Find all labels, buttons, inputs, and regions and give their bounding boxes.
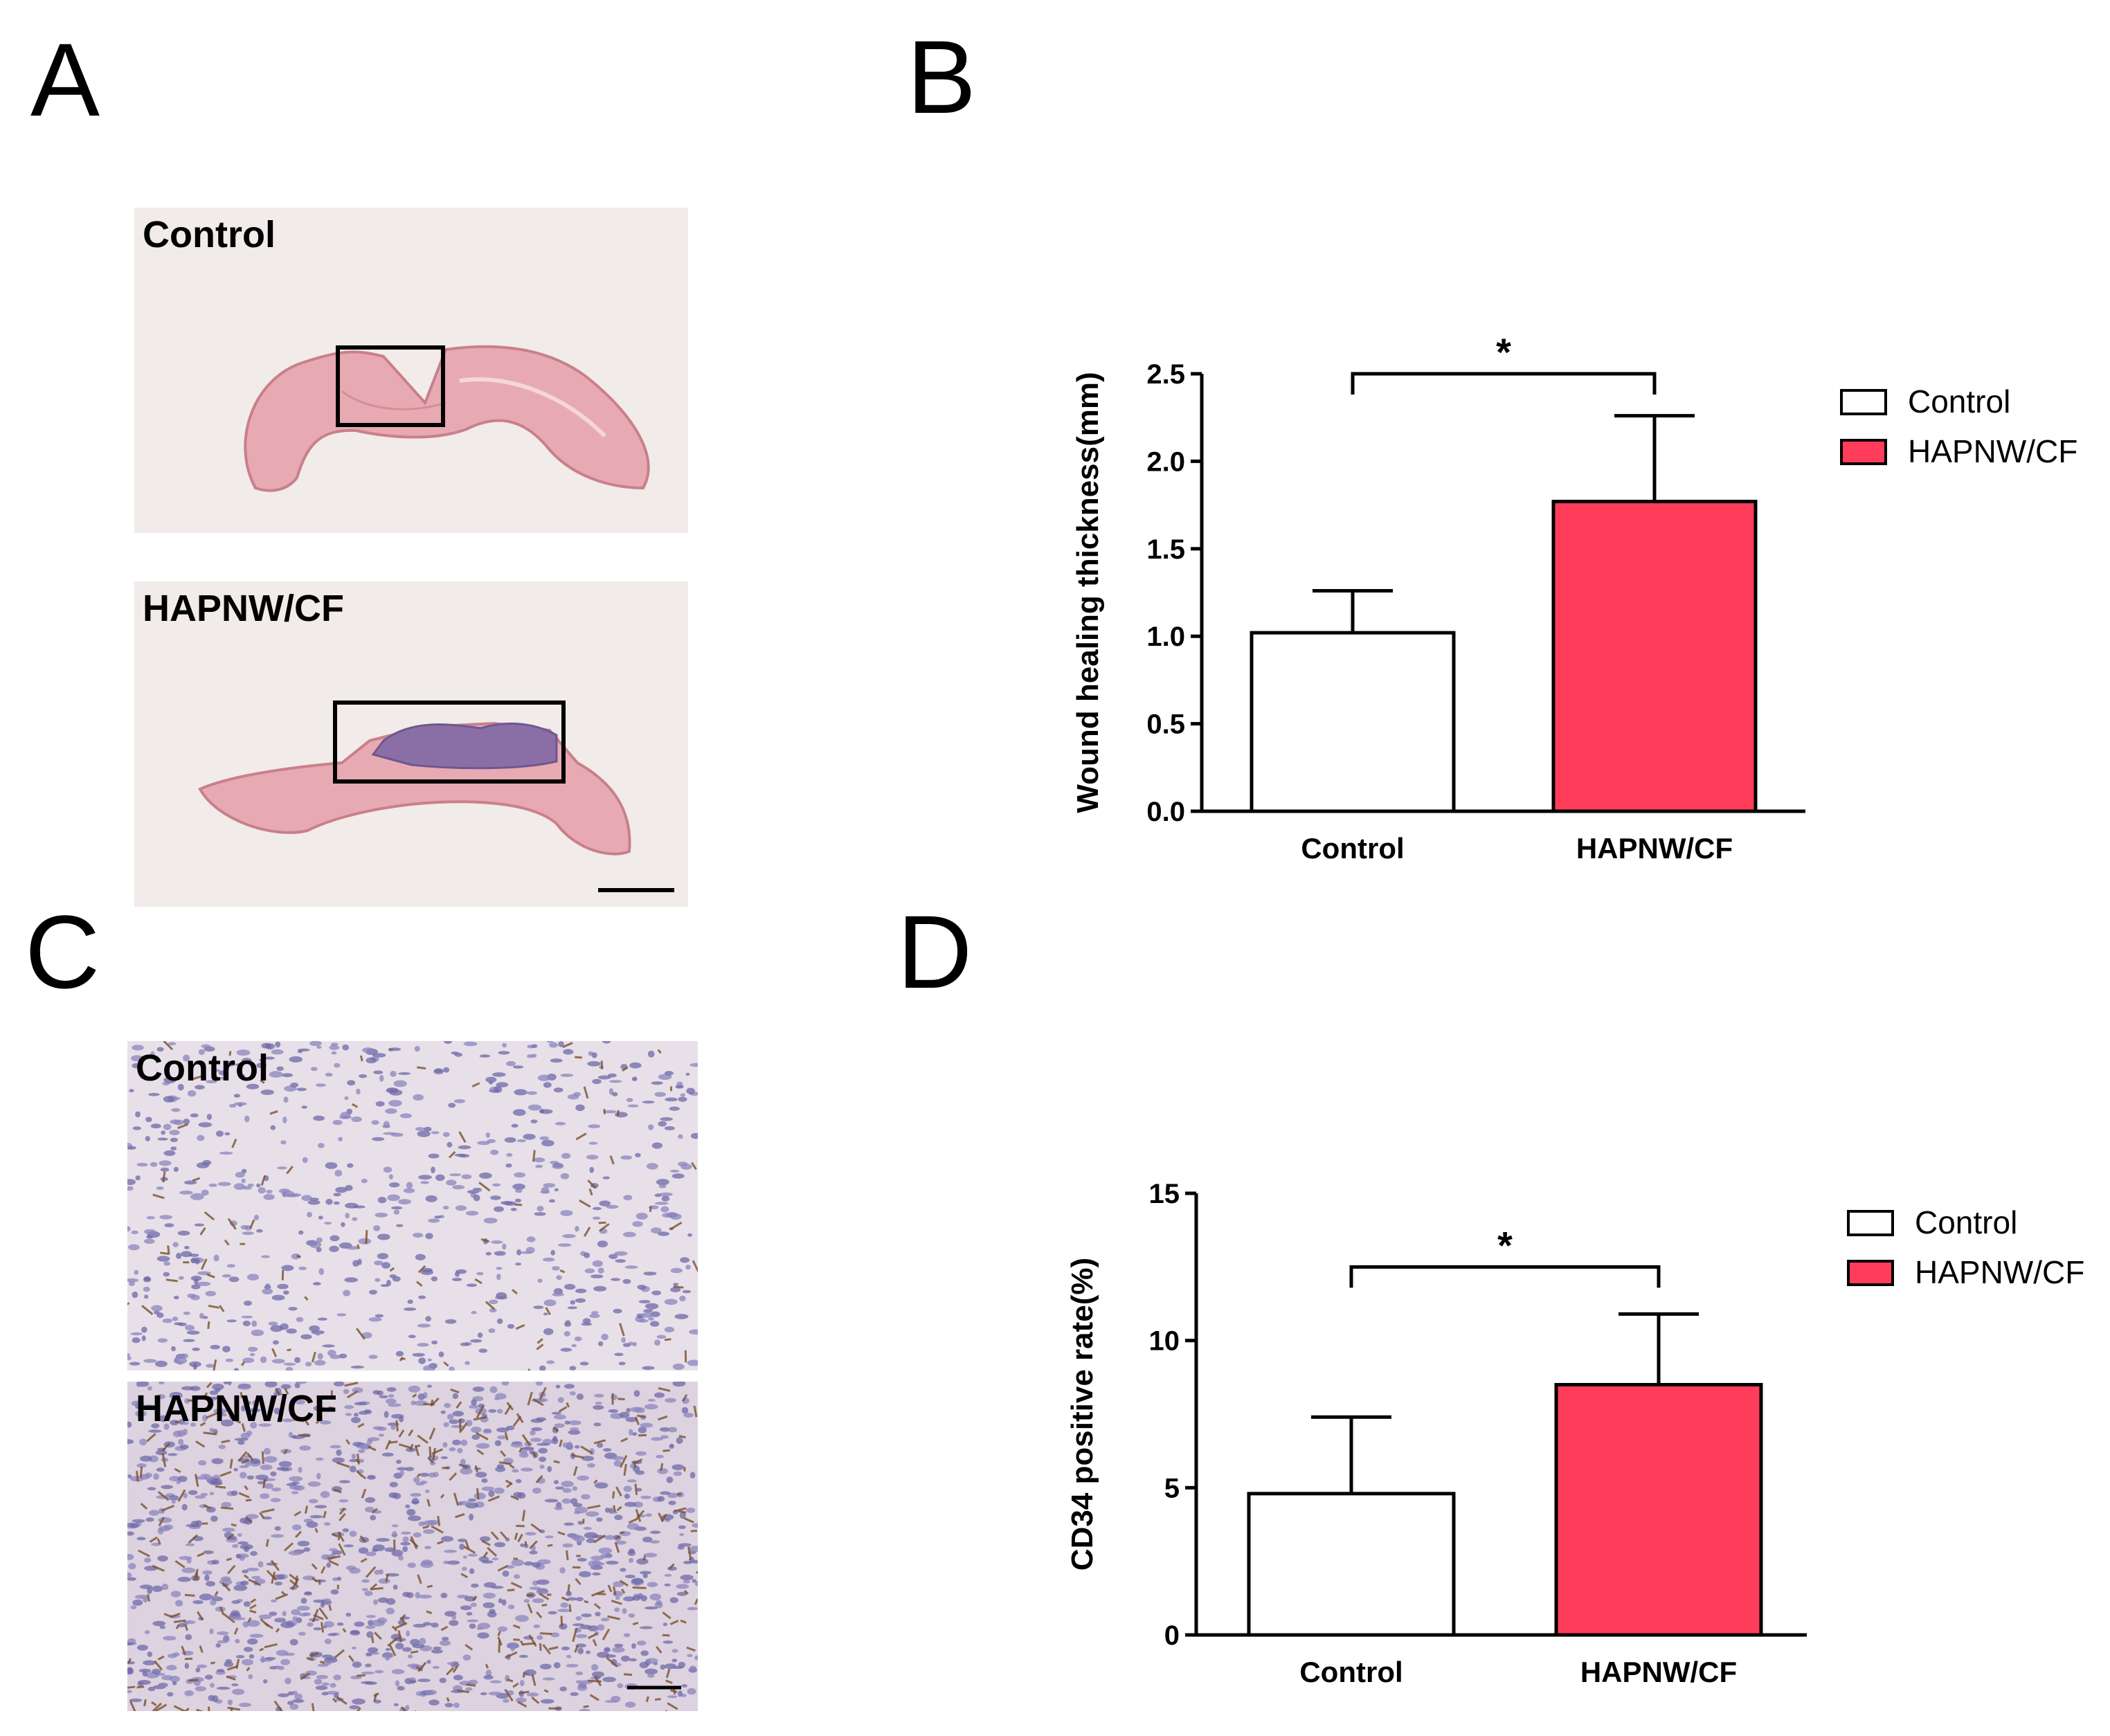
ihc-treated-micrograph: HAPNW/CF (127, 1382, 698, 1711)
y-tick-label: 0.0 (1146, 797, 1185, 827)
chart-cd34-positive-rate: 0 5 10 15 CD34 positive rate(%) Control HAPNW/… (1065, 1179, 2084, 1688)
y-tick-label: 0 (1164, 1620, 1180, 1651)
bar-hapnw-cf (1551, 500, 1758, 813)
bar-control (1250, 631, 1456, 813)
legend-label: Control (1908, 383, 2010, 419)
legend-swatch (1847, 1210, 1894, 1236)
legend-label: Control (1915, 1204, 2017, 1240)
panel-letter-a: A (30, 21, 100, 138)
tissue-section-control (244, 345, 650, 492)
legend-label: HAPNW/CF (1908, 433, 2077, 469)
legend-swatch (1840, 389, 1887, 415)
significance-bracket (1349, 1265, 1661, 1288)
roi-box-treated (333, 700, 566, 784)
ihc-control-micrograph: Control (127, 1041, 698, 1371)
roi-box-control (336, 345, 445, 427)
ihc-texture-treated (127, 1382, 698, 1711)
x-tick-label: HAPNW/CF (1580, 1656, 1737, 1688)
cell-texture (127, 1382, 698, 1711)
ihc-treated-label: HAPNW/CF (136, 1388, 337, 1429)
y-tick-label: 0.5 (1146, 709, 1185, 740)
y-tick-label: 1.0 (1146, 622, 1185, 652)
he-treated-label: HAPNW/CF (143, 588, 344, 629)
he-treated-micrograph: HAPNW/CF (134, 581, 688, 907)
panel-letter-b: B (907, 19, 977, 135)
y-tick-label: 2.0 (1146, 446, 1185, 477)
cell-texture (127, 1041, 698, 1371)
bar-hapnw-cf (1554, 1382, 1763, 1637)
x-tick-label: Control (1299, 1656, 1403, 1688)
ihc-control-label: Control (136, 1047, 269, 1089)
x-tick-label: HAPNW/CF (1576, 832, 1733, 865)
panel-letter-d: D (897, 894, 973, 1010)
tissue-section-treated (198, 700, 674, 892)
y-axis-label: Wound healing thickness(mm) (1071, 372, 1105, 813)
y-tick-label: 10 (1149, 1326, 1180, 1357)
legend-swatch (1847, 1260, 1894, 1286)
x-tick-label: Control (1301, 832, 1404, 865)
legend-swatch (1840, 439, 1887, 465)
significance-star: * (1497, 1223, 1513, 1267)
y-axis-label: CD34 positive rate(%) (1065, 1258, 1099, 1571)
bar-control (1247, 1492, 1456, 1637)
y-tick-label: 15 (1149, 1179, 1180, 1209)
significance-star: * (1496, 330, 1511, 374)
y-tick-label: 5 (1164, 1473, 1180, 1503)
he-control-micrograph: Control (134, 208, 688, 533)
y-tick-label: 1.5 (1146, 534, 1185, 565)
legend-label: HAPNW/CF (1915, 1254, 2084, 1290)
y-tick-label: 2.5 (1146, 359, 1185, 390)
chart-wound-thickness: 0.0 0.5 1.0 1.5 2.0 2.5 Wound healing thicknes… (1071, 330, 2077, 865)
panel-letter-c: C (25, 894, 100, 1010)
ihc-texture-control (127, 1041, 698, 1371)
he-control-label: Control (143, 214, 276, 255)
significance-bracket (1351, 372, 1657, 395)
